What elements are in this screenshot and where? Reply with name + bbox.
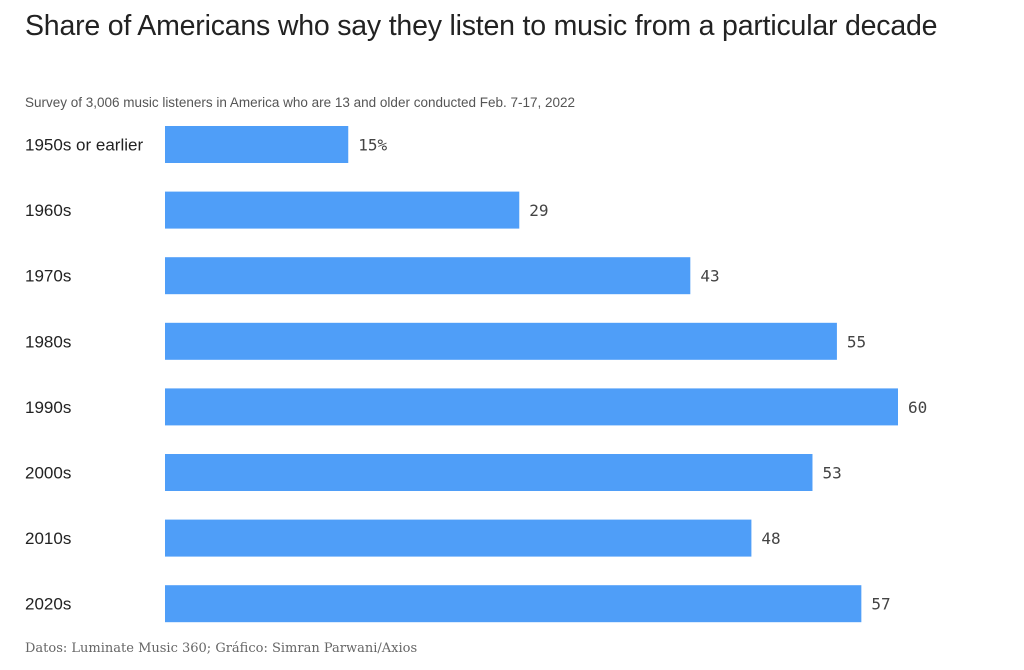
bar-2010s bbox=[165, 519, 752, 557]
source-note: Datos: Luminate Music 360; Gráfico: Simr… bbox=[25, 641, 418, 656]
value-label-1980s: 55 bbox=[847, 332, 866, 351]
value-label-2010s: 48 bbox=[761, 529, 780, 548]
category-label-1950s-or-earlier: 1950s or earlier bbox=[25, 136, 143, 155]
value-label-1990s: 60 bbox=[908, 398, 927, 417]
chart-title: Share of Americans who say they listen t… bbox=[25, 10, 938, 42]
bar-1960s bbox=[165, 191, 520, 229]
bar-1980s bbox=[165, 322, 837, 360]
category-label-1980s: 1980s bbox=[25, 332, 71, 351]
value-label-2000s: 53 bbox=[822, 464, 841, 483]
category-label-2010s: 2010s bbox=[25, 529, 71, 548]
bar-1990s bbox=[165, 388, 898, 426]
value-label-2020s: 57 bbox=[871, 595, 890, 614]
category-label-2020s: 2020s bbox=[25, 595, 71, 614]
category-label-2000s: 2000s bbox=[25, 464, 71, 483]
value-label-1960s: 29 bbox=[529, 201, 548, 220]
value-label-1970s: 43 bbox=[700, 267, 719, 286]
category-label-1960s: 1960s bbox=[25, 201, 71, 220]
chart-subtitle: Survey of 3,006 music listeners in Ameri… bbox=[25, 95, 576, 110]
value-label-1950s-or-earlier: 15% bbox=[358, 136, 387, 155]
bar-1950s-or-earlier bbox=[165, 126, 349, 163]
category-label-1970s: 1970s bbox=[25, 267, 71, 286]
bar-2020s bbox=[165, 585, 862, 623]
bar-1970s bbox=[165, 257, 691, 295]
category-label-1990s: 1990s bbox=[25, 398, 71, 417]
bar-2000s bbox=[165, 454, 813, 491]
